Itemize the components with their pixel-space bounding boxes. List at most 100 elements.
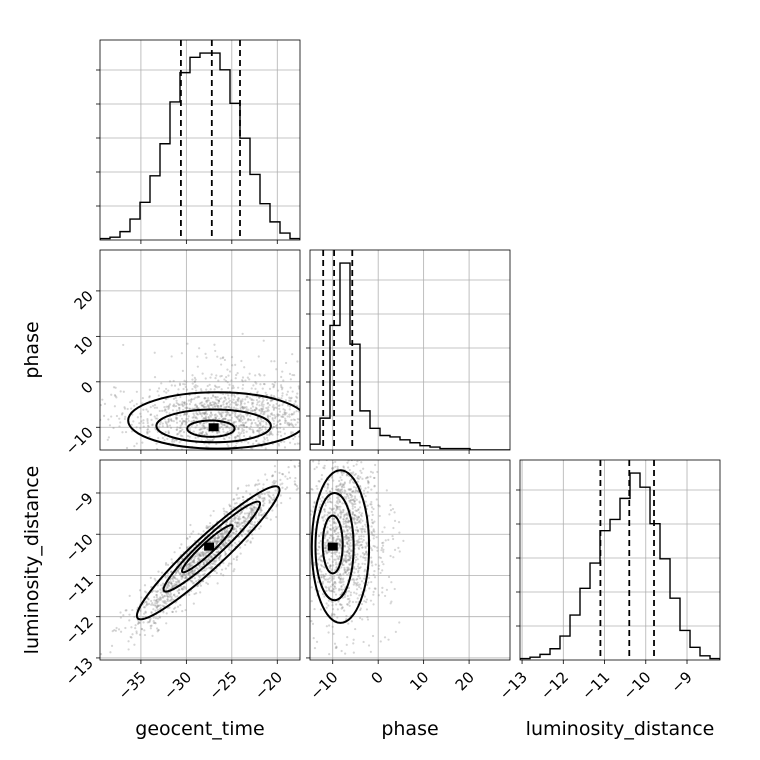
- scatter-point: [271, 481, 274, 484]
- scatter-point: [205, 581, 208, 584]
- panel-frame: [99, 249, 301, 451]
- scatter-point: [250, 421, 254, 424]
- scatter-point: [268, 456, 270, 458]
- scatter-point: [342, 573, 345, 576]
- scatter-point: [188, 562, 191, 566]
- scatter-point: [339, 603, 342, 606]
- scatter-point: [339, 541, 343, 544]
- scatter-point: [190, 580, 193, 583]
- scatter-point: [271, 418, 274, 421]
- scatter-point: [218, 427, 221, 430]
- scatter-point: [173, 453, 175, 455]
- scatter-point: [370, 561, 373, 564]
- scatter-point: [189, 579, 192, 582]
- scatter-point: [353, 495, 357, 498]
- scatter-point: [208, 414, 212, 417]
- scatter-point: [235, 524, 238, 528]
- scatter-point: [331, 583, 334, 586]
- scatter-point: [226, 527, 229, 530]
- scatter-point: [361, 552, 365, 555]
- scatter-point: [196, 584, 200, 587]
- scatter-point: [370, 510, 373, 513]
- scatter-point: [383, 636, 387, 639]
- scatter-point: [372, 529, 375, 532]
- scatter-point: [153, 376, 157, 379]
- scatter-point: [278, 471, 281, 475]
- scatter-point: [392, 399, 394, 401]
- scatter-point: [293, 465, 297, 469]
- scatter-point: [324, 572, 327, 576]
- scatter-point: [183, 401, 186, 404]
- scatter-point: [351, 513, 354, 516]
- scatter-point: [201, 424, 204, 427]
- scatter-point: [176, 569, 179, 572]
- scatter-point: [203, 417, 207, 420]
- scatter-point: [162, 605, 166, 608]
- scatter-point: [335, 428, 337, 430]
- scatter-point: [189, 561, 192, 564]
- scatter-point: [310, 487, 313, 491]
- scatter-point: [243, 522, 247, 525]
- scatter-point: [328, 497, 332, 500]
- scatter-point: [137, 621, 140, 625]
- scatter-point: [334, 581, 337, 584]
- scatter-point: [179, 572, 182, 576]
- scatter-point: [324, 545, 327, 548]
- scatter-point: [201, 551, 205, 554]
- scatter-point: [204, 415, 207, 418]
- scatter-point: [342, 580, 345, 583]
- scatter-point: [170, 582, 173, 585]
- scatter-point: [206, 427, 209, 430]
- scatter-point: [177, 588, 181, 591]
- scatter-point: [209, 566, 212, 569]
- scatter-point: [220, 414, 223, 417]
- scatter-point: [184, 587, 187, 590]
- scatter-point: [209, 388, 212, 391]
- scatter-point: [345, 614, 348, 618]
- scatter-point: [360, 512, 364, 515]
- scatter-point: [333, 551, 336, 554]
- scatter-point: [307, 391, 309, 393]
- scatter-point: [117, 628, 121, 631]
- scatter-point: [281, 394, 284, 397]
- scatter-point: [367, 443, 369, 445]
- scatter-point: [220, 568, 224, 571]
- scatter-point: [223, 378, 226, 381]
- scatter-point: [262, 440, 265, 443]
- scatter-point: [178, 579, 181, 582]
- scatter-point: [270, 360, 273, 363]
- scatter-point: [329, 589, 332, 593]
- scatter-point: [246, 539, 249, 542]
- scatter-point: [326, 501, 329, 504]
- scatter-point: [346, 473, 349, 476]
- scatter-point: [329, 501, 332, 504]
- scatter-point: [235, 493, 238, 496]
- scatter-point: [263, 412, 266, 415]
- scatter-point: [193, 380, 197, 383]
- scatter-point: [330, 451, 332, 453]
- scatter-point: [167, 404, 171, 407]
- scatter-point: [163, 599, 166, 602]
- scatter-point: [218, 400, 221, 403]
- scatter-point: [294, 400, 297, 403]
- scatter-point: [322, 565, 325, 569]
- scatter-point: [203, 397, 206, 400]
- scatter-point: [331, 527, 334, 530]
- scatter-point: [178, 567, 182, 570]
- scatter-point: [155, 595, 159, 599]
- scatter-point: [180, 574, 184, 577]
- scatter-point: [318, 558, 321, 561]
- scatter-point: [156, 617, 160, 620]
- scatter-point: [381, 586, 384, 589]
- scatter-point: [203, 551, 206, 554]
- scatter-point: [257, 355, 260, 358]
- scatter-point: [198, 395, 201, 398]
- histogram-phase: [310, 262, 510, 450]
- scatter-point: [201, 431, 204, 434]
- scatter-point: [334, 522, 337, 525]
- scatter-point: [212, 395, 215, 398]
- scatter-point: [375, 498, 378, 501]
- scatter-point: [167, 584, 170, 587]
- scatter-point: [363, 570, 366, 573]
- scatter-point: [169, 580, 172, 583]
